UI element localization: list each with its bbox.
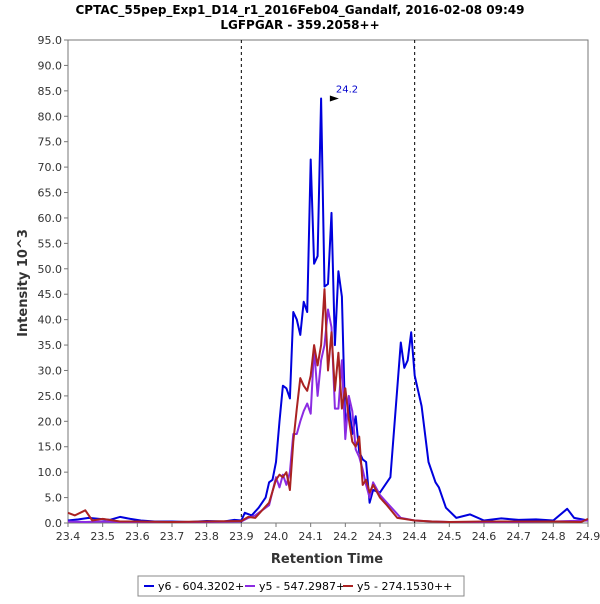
x-tick-label: 23.4 (56, 530, 81, 543)
y-tick-label: 35.0 (38, 339, 63, 352)
legend-entry: y5 - 547.2987+ (259, 580, 345, 593)
x-tick-label: 23.7 (160, 530, 185, 543)
y-tick-label: 25.0 (38, 390, 63, 403)
y-tick-label: 5.0 (45, 492, 63, 505)
y-tick-label: 65.0 (38, 187, 63, 200)
y-tick-label: 90.0 (38, 59, 63, 72)
chart-subtitle: LGFPGAR - 359.2058++ (220, 18, 379, 32)
x-axis-title: Retention Time (271, 552, 383, 567)
x-tick-label: 24.3 (368, 530, 393, 543)
y-tick-label: 50.0 (38, 263, 63, 276)
y-tick-label: 45.0 (38, 288, 63, 301)
series-line-3 (68, 289, 588, 522)
legend-entry: y5 - 274.1530++ (357, 580, 452, 593)
x-tick-label: 24.9 (576, 530, 600, 543)
y-tick-label: 85.0 (38, 85, 63, 98)
y-tick-label: 15.0 (38, 441, 63, 454)
series-line-2 (68, 310, 588, 523)
y-tick-label: 40.0 (38, 314, 63, 327)
x-tick-label: 24.8 (541, 530, 566, 543)
y-tick-label: 0.0 (45, 517, 63, 530)
y-tick-label: 20.0 (38, 415, 63, 428)
plot-area: 23.4 23.5 23.6 23.7 23.8 23.9 24.0 24.1 24.2 24.3… (38, 34, 600, 543)
x-tick-label: 24.5 (437, 530, 462, 543)
peak-marker-icon (330, 95, 339, 101)
y-tick-label: 30.0 (38, 364, 63, 377)
x-tick-label: 24.2 (333, 530, 358, 543)
y-tick-label: 80.0 (38, 110, 63, 123)
y-tick-label: 60.0 (38, 212, 63, 225)
y-tick-label: 55.0 (38, 237, 63, 250)
x-tick-label: 24.0 (264, 530, 289, 543)
legend-entry: y6 - 604.3202+ (158, 580, 244, 593)
peak-annotation-label: 24.2 (336, 84, 358, 95)
y-tick-label: 70.0 (38, 161, 63, 174)
chart-title: CPTAC_55pep_Exp1_D14_r1_2016Feb04_Gandal… (75, 3, 524, 18)
x-tick-label: 23.8 (194, 530, 219, 543)
y-tick-label: 95.0 (38, 34, 63, 47)
x-tick-label: 24.7 (506, 530, 531, 543)
x-tick-label: 24.4 (402, 530, 427, 543)
y-axis-title: Intensity 10^3 (16, 229, 31, 337)
y-tick-label: 75.0 (38, 136, 63, 149)
legend: y6 - 604.3202+ y5 - 547.2987+ y5 - 274.153… (138, 576, 464, 596)
x-tick-label: 23.5 (90, 530, 115, 543)
y-tick-label: 10.0 (38, 466, 63, 479)
x-tick-label: 23.6 (125, 530, 150, 543)
x-tick-label: 23.9 (229, 530, 254, 543)
x-tick-label: 24.6 (472, 530, 497, 543)
x-tick-label: 24.1 (298, 530, 323, 543)
